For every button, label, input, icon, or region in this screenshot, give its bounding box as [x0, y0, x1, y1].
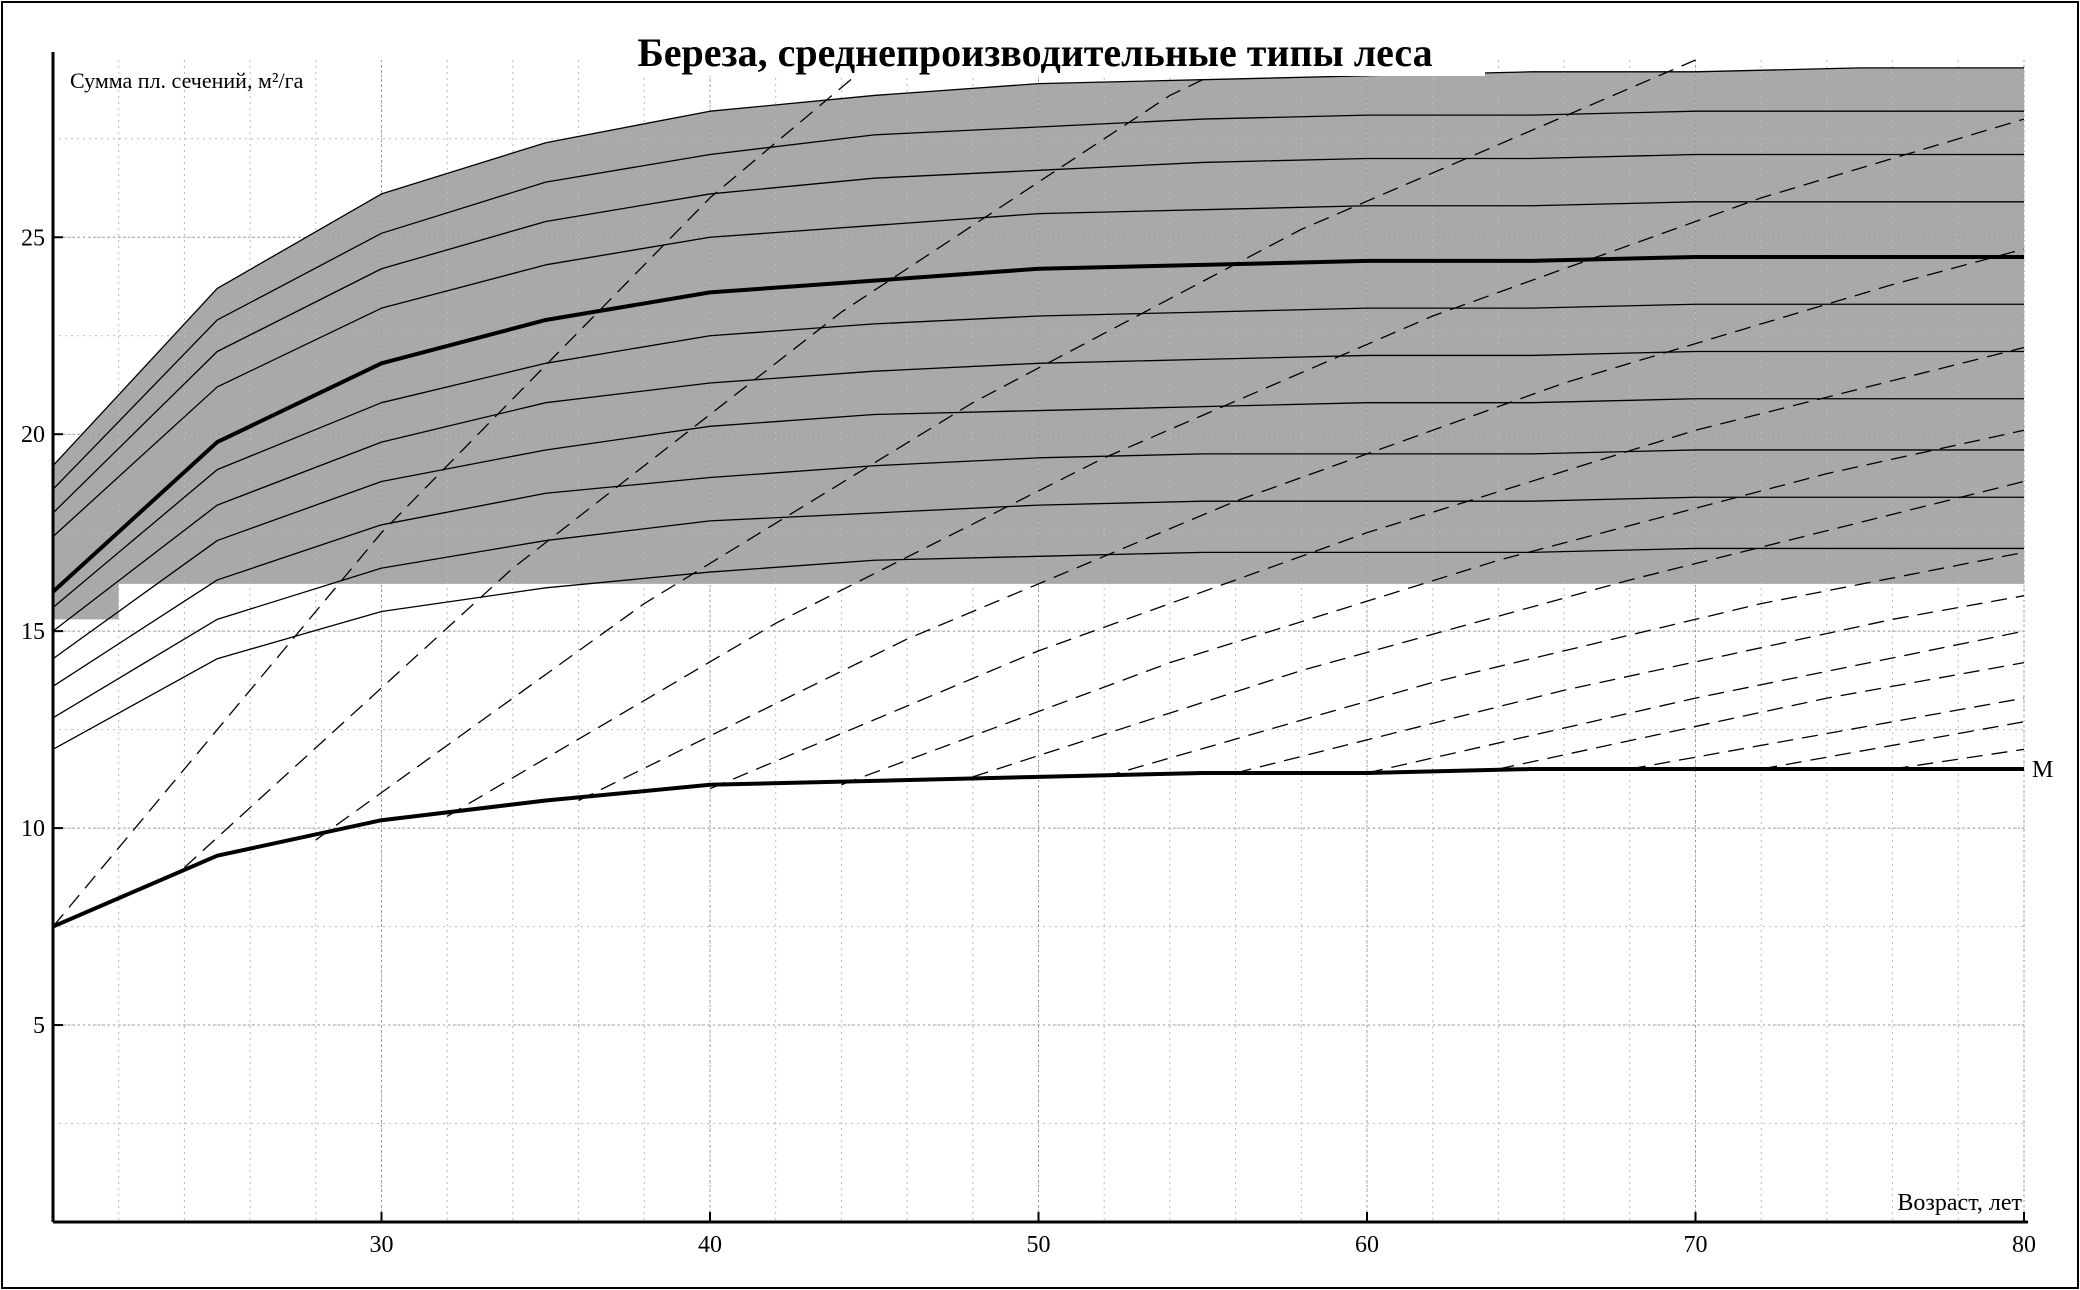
dashed-line — [1761, 721, 2025, 770]
dashed-line — [709, 346, 2025, 790]
y-axis-label: Сумма пл. сечений, м²/га — [70, 68, 304, 93]
x-tick-label: 40 — [698, 1232, 722, 1258]
curve — [52, 201, 2024, 538]
curve — [52, 547, 2024, 750]
dashed-line — [52, 59, 875, 927]
x-tick-label: 80 — [2012, 1232, 2036, 1258]
dashed-line — [1235, 595, 2025, 774]
dashed-line — [1366, 630, 2025, 774]
dashed-line — [183, 63, 1236, 868]
curve — [52, 767, 2024, 929]
curve — [52, 110, 2024, 490]
title-backdrop — [585, 28, 1485, 76]
dashed-line — [1629, 697, 2025, 770]
curve — [52, 67, 2024, 467]
curve — [52, 350, 2024, 632]
dashed-line — [972, 480, 2025, 778]
dashed-line — [841, 429, 2025, 786]
series-label: М — [2032, 757, 2053, 783]
curve — [52, 398, 2024, 660]
y-tick-label: 10 — [21, 816, 45, 842]
y-tick-label: 15 — [21, 619, 45, 645]
curve — [52, 153, 2024, 514]
dashed-line — [578, 248, 2025, 802]
grid-layer — [53, 60, 2025, 1222]
curve — [52, 303, 2024, 609]
curve — [51, 254, 2024, 594]
dashed-line — [446, 118, 2025, 817]
x-tick-label: 70 — [1684, 1232, 1708, 1258]
y-tick-label: 5 — [33, 1013, 45, 1039]
axes-layer: 30 40 50 60 70 80 5 10 15 20 25 — [21, 52, 2036, 1258]
chart-title: Береза, среднепроизводительные типы леса — [637, 30, 1432, 75]
x-tick-label: 60 — [1355, 1232, 1379, 1258]
y-tick-label: 20 — [21, 422, 45, 448]
dashed-line — [1498, 662, 2025, 770]
curve — [52, 449, 2024, 687]
x-tick-label: 30 — [370, 1232, 394, 1258]
x-tick-label: 50 — [1027, 1232, 1051, 1258]
x-axis-label: Возраст, лет — [1897, 1190, 2022, 1216]
dashed-line — [1892, 748, 2025, 770]
y-tick-label: 25 — [21, 225, 45, 251]
curve — [52, 496, 2024, 719]
dashed-line — [315, 59, 1696, 841]
dashed-line — [1104, 551, 2025, 778]
lines-layer: М — [51, 59, 2053, 929]
